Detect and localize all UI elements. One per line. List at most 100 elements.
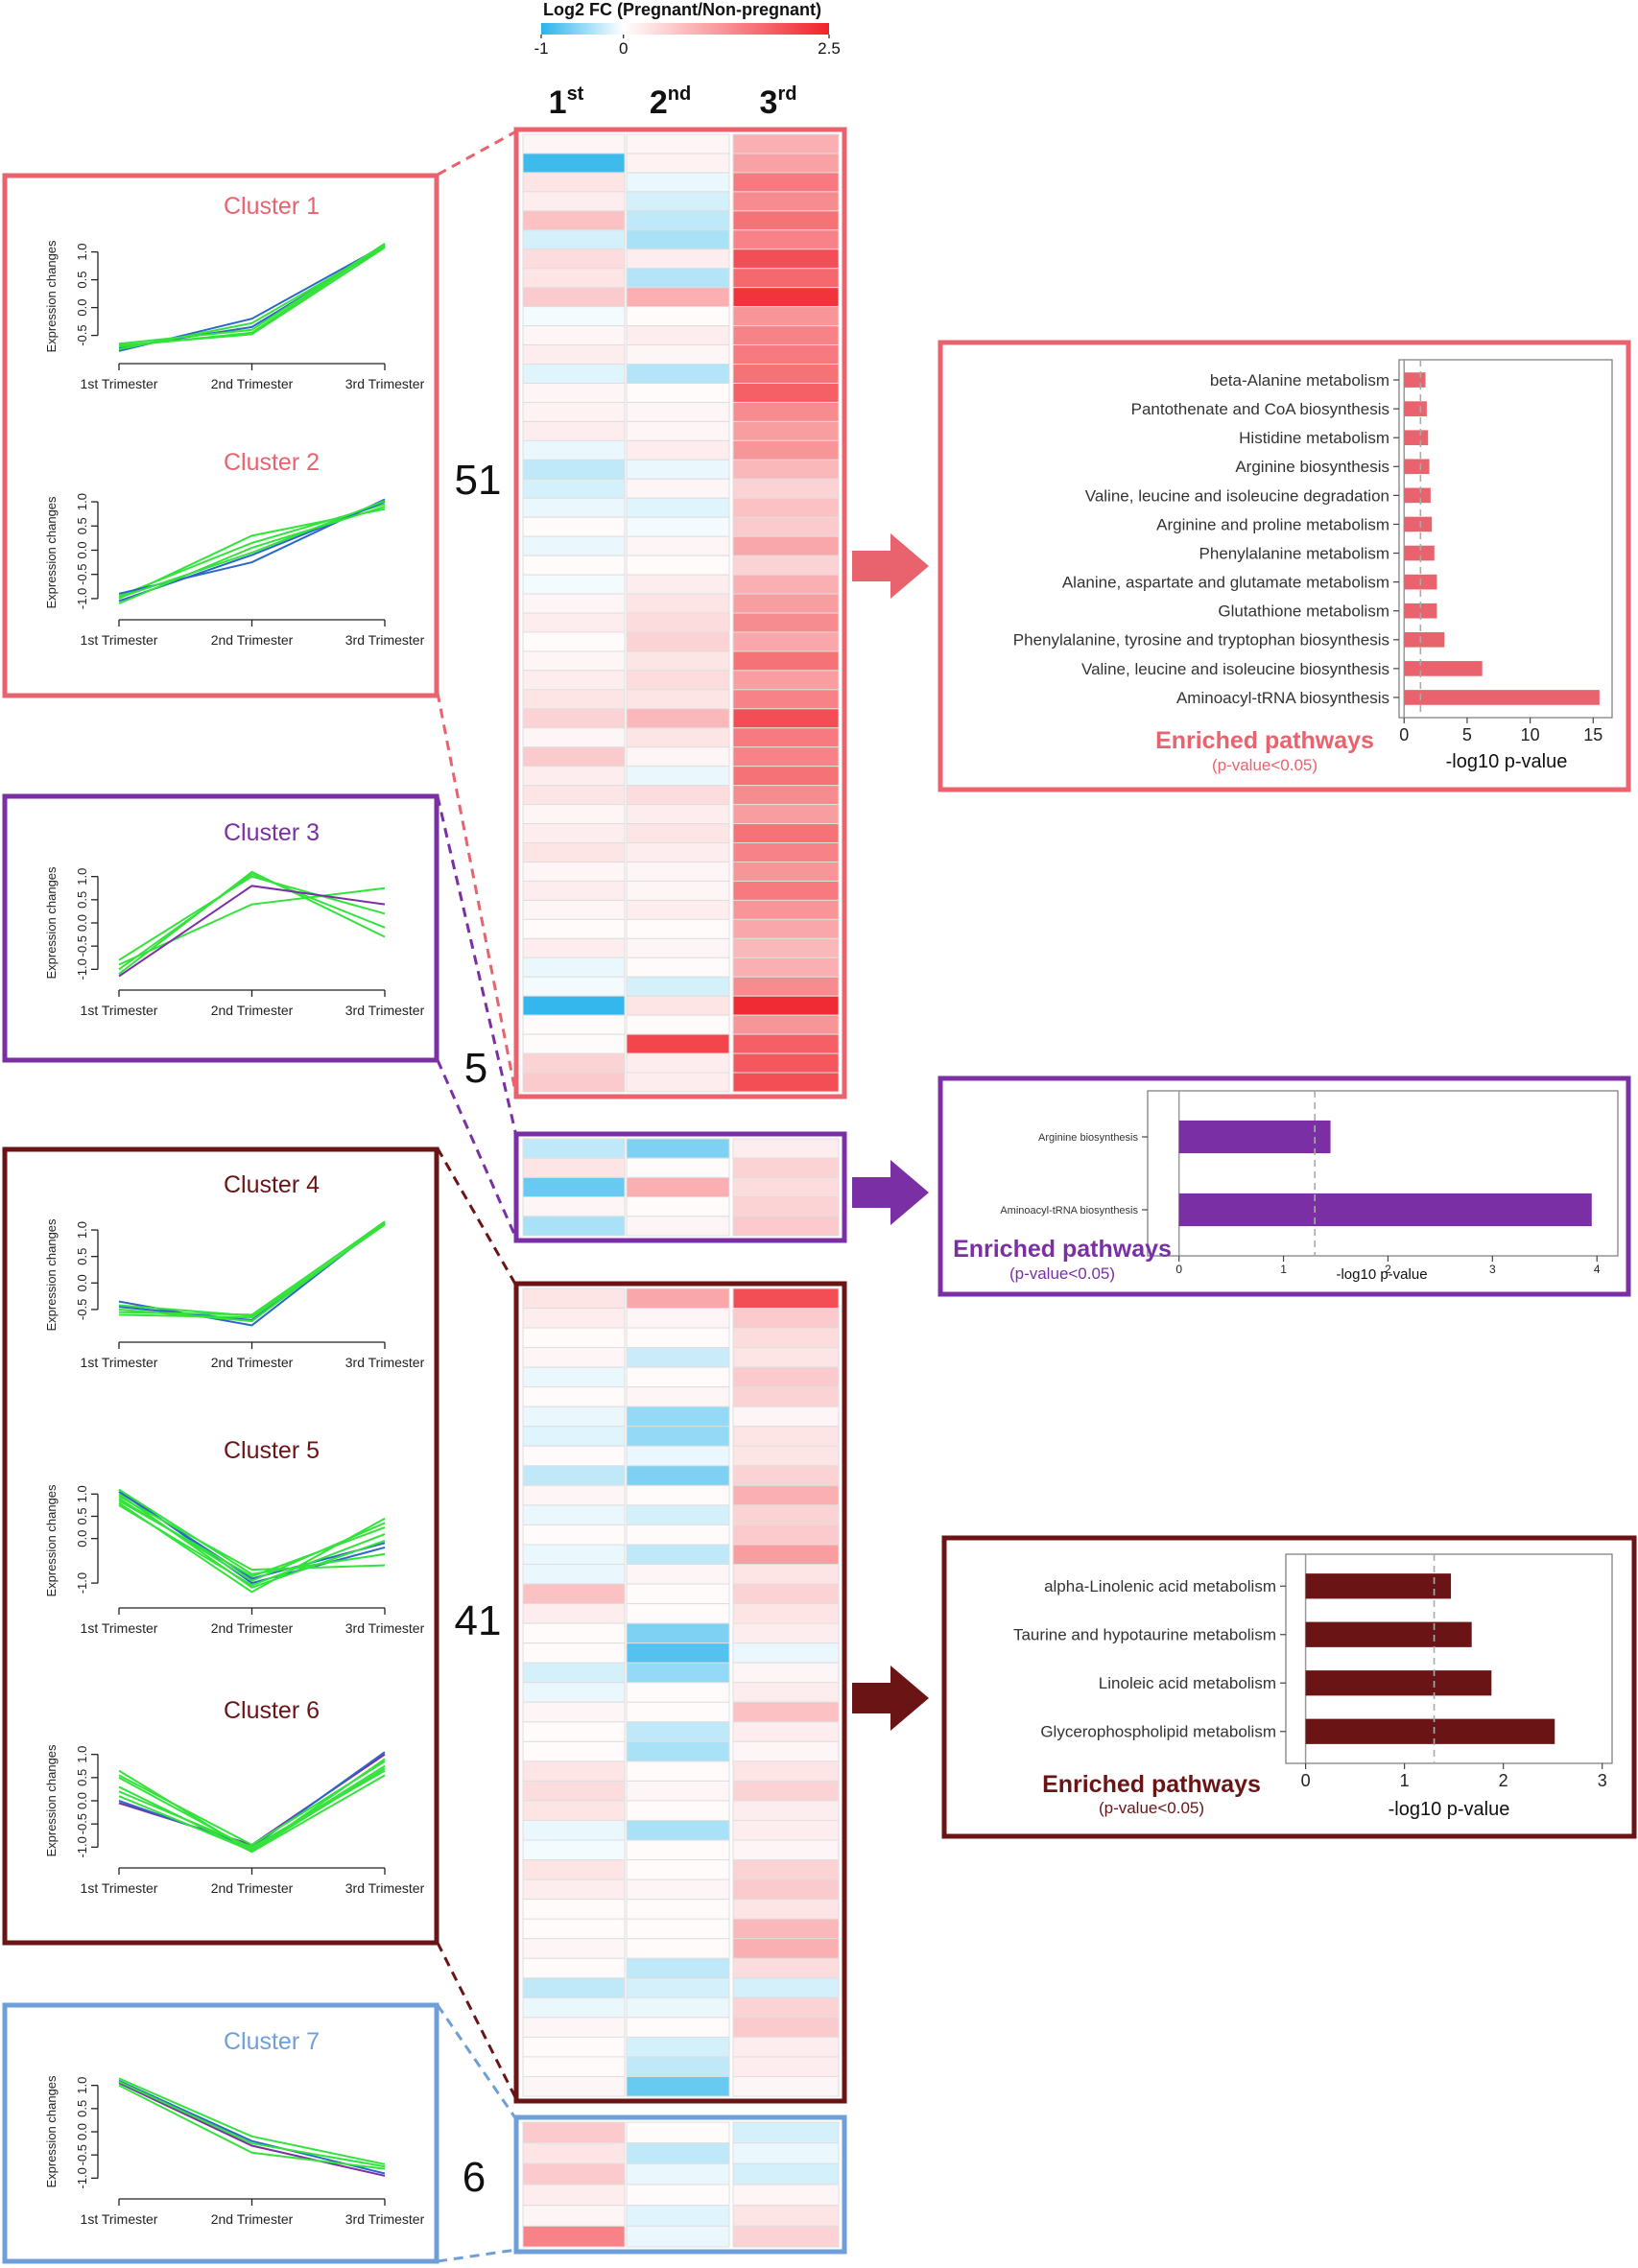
heatmap-cell <box>626 287 730 308</box>
series-line <box>118 1498 386 1582</box>
heatmap-cell <box>522 2162 626 2185</box>
x-tick-label: 2nd Trimester <box>211 376 294 391</box>
heatmap-cell <box>522 229 626 250</box>
heatmap-cell <box>732 248 840 270</box>
arrow-icon <box>852 1160 929 1225</box>
heatmap-cell <box>626 229 730 250</box>
heatmap-cell <box>732 937 840 958</box>
heatmap-cell <box>522 1366 626 1388</box>
heatmap-cell <box>732 2121 840 2144</box>
heatmap-cell <box>626 248 730 270</box>
heatmap-cell <box>522 880 626 901</box>
pathways-subtitle: (p-value<0.05) <box>1009 1264 1115 1283</box>
heatmap-cell <box>522 497 626 518</box>
y-tick-label: -0.5 <box>75 1813 89 1834</box>
heatmap-cell <box>732 976 840 997</box>
heatmap-cell <box>626 670 730 691</box>
heatmap-cell <box>626 1347 730 1368</box>
legend-title: Log2 FC (Pregnant/Non-pregnant) <box>543 0 821 19</box>
series-line <box>118 870 386 975</box>
heatmap-cell <box>732 670 840 691</box>
y-tick-label: 1.0 <box>75 493 89 510</box>
heatmap-cell <box>732 1406 840 1428</box>
heatmap-cell <box>522 1308 626 1329</box>
heatmap-cell <box>626 497 730 518</box>
heatmap-cell <box>522 1138 626 1159</box>
heatmap-cell <box>732 1524 840 1546</box>
series-line <box>118 886 386 966</box>
heatmap-cell <box>626 1524 730 1546</box>
heatmap-cell <box>732 535 840 556</box>
column-header-suffix: nd <box>668 83 691 105</box>
heatmap-cell <box>732 1583 840 1605</box>
heatmap-cell <box>732 1504 840 1525</box>
series-line <box>118 1220 386 1317</box>
heatmap-cell <box>732 1938 840 1959</box>
pathway-bar <box>1404 401 1427 416</box>
x-tick-label: 3rd Trimester <box>345 1880 425 1896</box>
heatmap-cell <box>732 2184 840 2207</box>
heatmap-cell <box>732 1977 840 1998</box>
pathway-label: Arginine biosynthesis <box>1038 1132 1138 1144</box>
heatmap-cell <box>522 631 626 652</box>
heatmap-cell <box>732 1918 840 1940</box>
heatmap-cell <box>522 1642 626 1664</box>
heatmap-cell <box>732 1760 840 1782</box>
x-tick-label: 3rd Trimester <box>345 2211 425 2227</box>
heatmap-cell <box>522 1524 626 1546</box>
heatmap-cell <box>732 229 840 250</box>
heatmap-cell <box>626 1033 730 1054</box>
heatmap-cell <box>522 727 626 748</box>
x-tick-label: 1 <box>1400 1771 1410 1790</box>
heatmap-cell <box>626 1859 730 1880</box>
pathway-label: Arginine biosynthesis <box>1235 458 1389 476</box>
heatmap-cell <box>732 1899 840 1920</box>
heatmap-cell <box>522 899 626 920</box>
series-line <box>118 1504 386 1587</box>
heatmap-cell <box>626 766 730 787</box>
chart-title: Cluster 3 <box>224 819 320 846</box>
heatmap-cell <box>522 2056 626 2077</box>
heatmap-heatmap_d: 6 <box>463 2114 847 2255</box>
heatmap-cell <box>522 344 626 366</box>
line-chart-cluster2: Cluster 2 -1.0 -0.5 0.0 0.5 1.0 Expression cha… <box>44 449 425 648</box>
heatmap-cell <box>732 918 840 939</box>
heatmap-count-label: 5 <box>464 1045 487 1092</box>
heatmap-cell <box>626 439 730 461</box>
heatmap-cell <box>626 1196 730 1217</box>
connectors <box>436 130 518 2263</box>
heatmap-cell <box>626 1878 730 1901</box>
heatmap-cell <box>626 1740 730 1762</box>
series-line <box>118 1495 386 1571</box>
heatmap-cell <box>626 1327 730 1349</box>
heatmap-cell <box>522 1878 626 1901</box>
heatmap-cell <box>732 861 840 882</box>
heatmap-cell <box>626 785 730 806</box>
y-tick-label: -0.5 <box>75 563 89 584</box>
heatmap-cell <box>732 1819 840 1841</box>
heatmap-cell <box>732 593 840 614</box>
heatmap-cell <box>626 478 730 499</box>
y-tick-label: 1.0 <box>75 1746 89 1763</box>
heatmap-cell <box>732 364 840 384</box>
heatmap-cell <box>732 1701 840 1723</box>
legend-tick-label: 0 <box>619 39 628 58</box>
legend-bar <box>541 23 829 35</box>
y-tick-label: 0.5 <box>75 1507 89 1524</box>
series-line <box>118 2080 386 2168</box>
heatmap-cell <box>626 2075 730 2097</box>
heatmap-cell <box>626 382 730 403</box>
heatmap-cell <box>732 1347 840 1368</box>
pathway-label: Histidine metabolism <box>1239 429 1389 447</box>
heatmap-cell <box>626 899 730 920</box>
x-axis-label: -log10 p-value <box>1446 751 1568 772</box>
heatmap-cell <box>522 1072 626 1093</box>
x-tick-label: 2nd Trimester <box>211 1620 294 1636</box>
x-tick-label: 3rd Trimester <box>345 376 425 391</box>
heatmap-cell <box>732 268 840 289</box>
heatmap-cell <box>626 1366 730 1388</box>
heatmap-cell <box>732 2142 840 2164</box>
heatmap-cell <box>522 1327 626 1349</box>
x-tick-label: 0 <box>1175 1263 1182 1276</box>
heatmap-cell <box>522 1216 626 1237</box>
